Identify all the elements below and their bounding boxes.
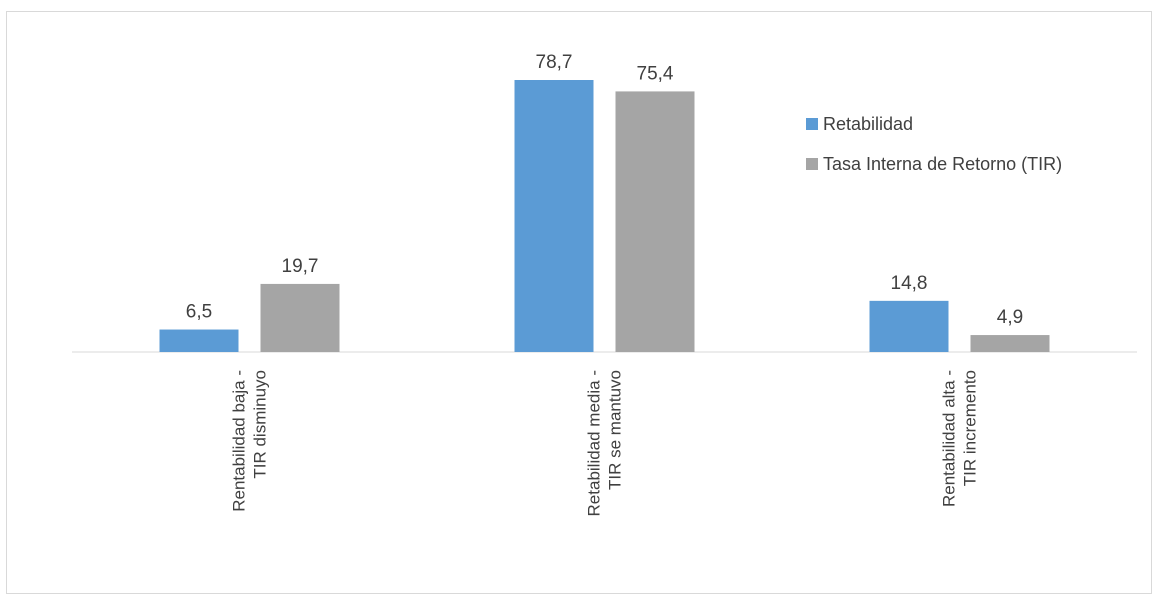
legend-label-retabilidad: Retabilidad bbox=[823, 114, 913, 134]
category-tick-line: Retabilidad media - bbox=[585, 370, 604, 516]
category-tick-line: TIR disminuyo bbox=[251, 370, 270, 479]
data-label-retabilidad-1: 6,5 bbox=[186, 302, 212, 323]
bar-tir-1 bbox=[260, 283, 340, 352]
category-tick-text-1: Rentabilidad baja - TIR disminuyo bbox=[230, 370, 270, 512]
legend-swatch-retabilidad bbox=[806, 118, 818, 130]
data-label-tir-2: 75,4 bbox=[637, 63, 674, 84]
data-label-retabilidad-3: 14,8 bbox=[891, 273, 928, 294]
legend-label-tir: Tasa Interna de Retorno (TIR) bbox=[823, 154, 1062, 174]
category-tick-label-1: Rentabilidad baja - TIR disminuyo bbox=[230, 370, 270, 512]
category-tick-line: TIR incremento bbox=[961, 370, 980, 486]
category-tick-line: Rentabilidad baja - bbox=[230, 370, 249, 512]
bar-tir-2 bbox=[615, 91, 695, 352]
category-tick-line: Rentabilidad alta - bbox=[940, 370, 959, 507]
bar-retabilidad-1 bbox=[159, 329, 239, 352]
bar-retabilidad-3 bbox=[869, 300, 949, 352]
legend-swatch-tir bbox=[806, 158, 818, 170]
data-label-retabilidad-2: 78,7 bbox=[536, 52, 573, 73]
category-tick-label-2: Retabilidad media - TIR se mantuvo bbox=[585, 370, 625, 516]
data-label-tir-1: 19,7 bbox=[282, 256, 319, 277]
category-tick-text-2: Retabilidad media - TIR se mantuvo bbox=[585, 370, 625, 516]
bar-retabilidad-2 bbox=[514, 80, 594, 352]
bar-tir-3 bbox=[970, 335, 1050, 352]
category-tick-text-3: Rentabilidad alta - TIR incremento bbox=[940, 370, 980, 507]
category-tick-label-3: Rentabilidad alta - TIR incremento bbox=[940, 370, 980, 507]
category-tick-line: TIR se mantuvo bbox=[606, 370, 625, 490]
data-label-tir-3: 4,9 bbox=[997, 307, 1023, 328]
